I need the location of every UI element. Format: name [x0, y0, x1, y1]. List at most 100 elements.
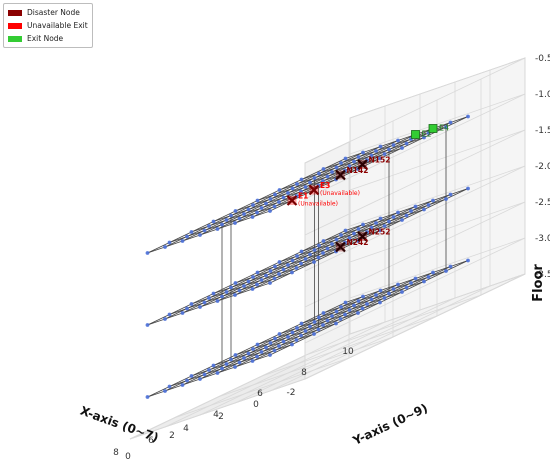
z-tick-label: -0.5 [535, 54, 550, 64]
z-tick-label: -1.0 [535, 90, 550, 100]
graph-node [198, 233, 202, 237]
graph-node [268, 281, 272, 285]
graph-node [374, 293, 378, 297]
graph-node [277, 188, 282, 192]
graph-node [290, 330, 295, 335]
disaster-marker-stroke [335, 241, 346, 253]
graph-node [404, 213, 409, 218]
graph-edges [147, 116, 469, 398]
legend: Disaster Node Unavailable Exit Exit Node [3, 3, 93, 48]
graph-node [343, 300, 348, 305]
graph-node [259, 206, 264, 210]
edge-line [234, 128, 434, 224]
gridline-z-side [349, 129, 526, 191]
graph-node [294, 338, 299, 342]
gridline-z [304, 237, 526, 344]
edge-line [323, 198, 447, 242]
graph-node [404, 141, 409, 146]
graph-node [387, 219, 391, 224]
graph-node [338, 317, 343, 321]
graph-node [334, 237, 339, 242]
graph-node [312, 248, 317, 252]
graph-node [365, 302, 369, 306]
exit-node-label: E2 [422, 130, 432, 139]
graph-node [321, 311, 326, 315]
x-tick-label: -2 [287, 388, 296, 398]
graph-node [145, 323, 150, 327]
gridline-z [304, 201, 526, 308]
edge-line [147, 230, 346, 326]
graph-node [233, 281, 238, 285]
graph-node [387, 291, 391, 296]
unavailable_exit-marker-stroke [286, 195, 298, 206]
graph-node [431, 270, 435, 275]
edge-line [199, 140, 399, 236]
graph-node [167, 312, 172, 317]
gridline-x [199, 309, 421, 416]
graph-node [215, 227, 220, 231]
y-tick-label: 0 [125, 452, 131, 462]
graph-node [211, 363, 216, 368]
graph-node [207, 368, 211, 372]
graph-node [330, 170, 334, 174]
graph-node [233, 353, 238, 357]
graph-node [343, 228, 348, 233]
graph-node [325, 174, 330, 179]
z-tick-label: -1.5 [535, 126, 550, 136]
graph-node [361, 150, 365, 155]
edge-line [345, 188, 469, 231]
graph-node [444, 125, 448, 129]
graph-node [378, 156, 382, 161]
x-tick-label: 6 [148, 436, 154, 446]
edge-line [269, 188, 469, 284]
gridline-y [173, 357, 350, 419]
legend-swatch-unavailable-exit [8, 22, 22, 29]
gridline-y [217, 336, 394, 398]
graph-node [444, 197, 448, 201]
legend-item-unavailable-exit: Unavailable Exit [8, 19, 88, 32]
graph-node [316, 255, 321, 260]
graph-node [255, 210, 259, 215]
y-tick-label: 6 [257, 389, 263, 399]
graph-node [374, 221, 378, 225]
graph-node [378, 216, 383, 221]
graph-node [242, 284, 246, 288]
edge-line [191, 261, 315, 305]
graph-node [299, 333, 303, 338]
graph-node [299, 261, 303, 266]
graph-node [233, 365, 237, 369]
disaster-node-label: N142 [347, 166, 369, 175]
x-tick-label: 4 [183, 424, 189, 434]
legend-label-unavailable-exit: Unavailable Exit [27, 21, 88, 30]
graph-node [202, 372, 207, 377]
disaster-node-label: N242 [347, 238, 369, 247]
graph-node [242, 356, 246, 360]
graph-node [277, 200, 281, 204]
graph-node [299, 321, 304, 326]
graph-node [272, 204, 277, 209]
unavailable_exit-node-sublabel: (Unavailable) [298, 201, 338, 208]
graph-node [224, 290, 229, 294]
graph-node [259, 350, 264, 354]
edge-line [164, 296, 364, 392]
graph-node [352, 159, 356, 164]
graph-node [255, 198, 260, 203]
graph-node [167, 240, 172, 245]
graph-node [250, 215, 255, 219]
graph-node [316, 327, 321, 332]
gridline-z-side [349, 93, 526, 155]
graph-node [273, 336, 277, 341]
graph-node [352, 231, 356, 236]
graph-node [180, 311, 185, 315]
graph-node [286, 263, 290, 267]
graph-node [290, 342, 294, 347]
edge-line [213, 179, 337, 222]
graph-node [251, 347, 255, 351]
gridline-x [164, 321, 386, 428]
graph-node [299, 189, 303, 194]
exit-node-marker [411, 130, 420, 139]
gridline-z [304, 165, 526, 272]
graph-node [237, 288, 242, 293]
